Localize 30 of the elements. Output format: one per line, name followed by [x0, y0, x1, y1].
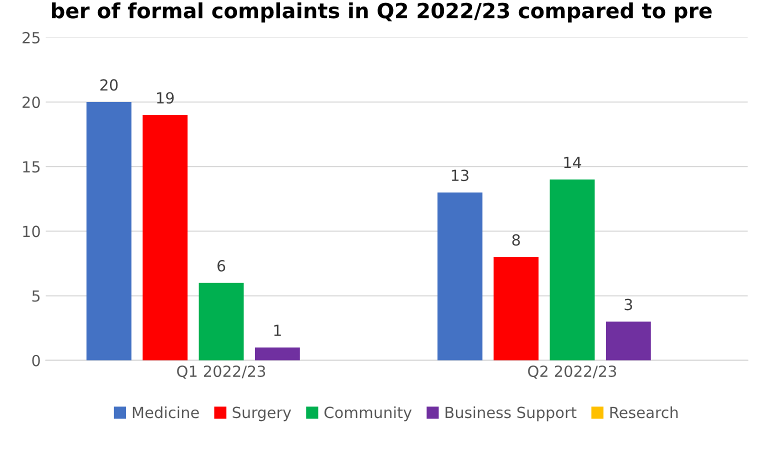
legend-label: Surgery [232, 406, 292, 422]
data-label: 20 [100, 79, 118, 91]
bar [254, 347, 300, 360]
legend-label: Medicine [132, 406, 199, 418]
data-label: 6 [217, 260, 226, 272]
bar [494, 257, 539, 360]
data-label: 14 [564, 156, 582, 168]
y-tick-label: 0 [32, 354, 40, 366]
bar [198, 282, 244, 360]
bar [606, 322, 651, 360]
x-tick-label: Q2 2022/23 [528, 365, 616, 379]
y-tick-label: 5 [32, 290, 40, 302]
bar [86, 102, 132, 360]
data-label: 3 [624, 298, 632, 310]
data-label: 8 [512, 234, 520, 246]
x-tick-label: Q1 2022/23 [177, 365, 266, 379]
chart-title: ber of formal complaints in Q2 2022/23 compared to pre [52, 2, 712, 23]
y-tick-label: 20 [22, 96, 40, 108]
bar [550, 180, 595, 360]
data-label: 1 [274, 324, 281, 336]
y-tick-label: 15 [23, 161, 40, 173]
legend-label: Research [610, 406, 678, 418]
data-label: 19 [157, 92, 174, 104]
bar [437, 192, 482, 360]
bar [142, 114, 188, 360]
legend-label: Community [324, 406, 412, 422]
y-tick-label: 25 [22, 32, 40, 44]
y-tick-label: 10 [23, 226, 40, 238]
legend-label: Business Support [446, 406, 576, 422]
data-label: 13 [452, 170, 468, 182]
